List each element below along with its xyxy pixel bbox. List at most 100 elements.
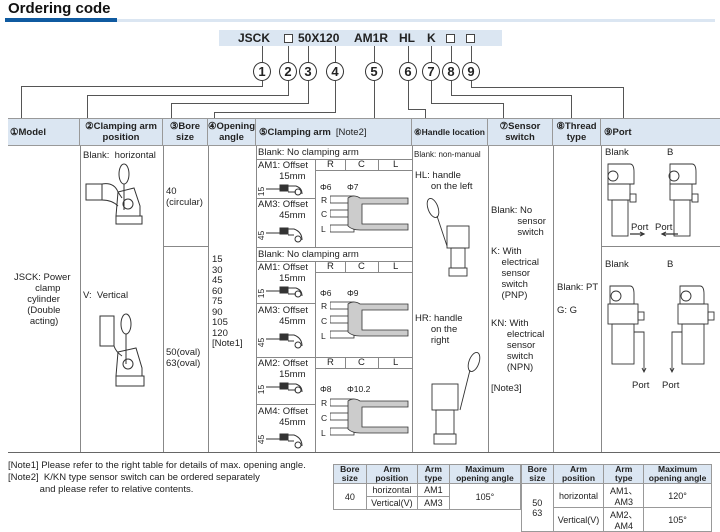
header-port: ⑨Port — [604, 126, 632, 138]
code-sensor: K — [427, 31, 436, 45]
arm-position-cell: Vertical(V) — [552, 507, 605, 532]
code-number-2: 2 — [279, 62, 297, 81]
thread-g: G: G — [557, 305, 578, 316]
rcl-header-l: L — [393, 159, 399, 170]
rcl-header-r: R — [327, 261, 334, 272]
arm-position-cell: Vertical(V) — [365, 496, 419, 510]
phi-label: Φ6 — [320, 288, 332, 298]
fork-arm-drawing — [330, 195, 409, 233]
rcl-header-c: C — [358, 261, 365, 272]
col-bore-size: Bore size — [333, 464, 367, 484]
rcl-header-l: L — [393, 357, 399, 368]
handle-hr: HR: handle on the right — [415, 313, 463, 346]
fork-arm-drawing — [330, 301, 409, 339]
angle-cell: 105° — [448, 483, 522, 510]
clamp-option-am3: AM3: Offset 45mm — [258, 199, 308, 221]
code-number-7: 7 — [422, 62, 440, 81]
fork-l: L — [321, 224, 326, 234]
title-underline — [117, 19, 715, 22]
handle-left-drawing — [426, 198, 470, 277]
bore-40: 40 (circular) — [166, 186, 203, 208]
arm-offset-drawing — [266, 184, 303, 196]
header-opening-angle: ④Opening angle — [208, 118, 256, 146]
sensor-kn: KN: With electrical sensor switch (NPN) — [491, 318, 545, 373]
arm-position-cell: horizontal — [552, 483, 605, 508]
thread-pt: Blank: PT — [557, 282, 599, 293]
arm-offset-drawing — [266, 333, 303, 349]
arm-type-cell: AM1、AM3 — [603, 483, 645, 508]
bore-cell: 40 — [333, 483, 367, 510]
bore-cell: 50 63 — [521, 483, 554, 532]
horizontal-clamp-drawing — [85, 163, 143, 225]
arm-offset-drawing — [266, 433, 303, 449]
rcl-header-c: C — [358, 159, 365, 170]
port-label: Port — [662, 380, 680, 391]
table-row: 40 horizontal AM1 105° — [333, 483, 522, 510]
code-model: JSCK — [238, 31, 271, 45]
col-max-angle: Maximum opening angle — [643, 464, 712, 484]
note-2-cont: and please refer to relative contents. — [8, 484, 194, 495]
clamp-option-am2: AM2: Offset 15mm — [258, 358, 308, 380]
rcl-header-c: C — [358, 357, 365, 368]
clamp-blank-2: Blank: No clamping arm — [258, 249, 359, 260]
port-label: Port — [632, 380, 650, 391]
clamp-blank-1: Blank: No clamping arm — [258, 147, 359, 158]
port-label: Port — [655, 222, 673, 233]
phi-label: Φ7 — [347, 182, 359, 192]
handle-hl: HL: handle on the left — [415, 170, 473, 192]
clamp-option-am4: AM4: Offset 45mm — [258, 406, 308, 428]
port-blank-label: Blank — [605, 259, 629, 270]
bore-50-63: 50(oval) 63(oval) — [166, 347, 201, 369]
col-arm-type: Arm type — [417, 464, 450, 484]
fork-c: C — [321, 209, 328, 219]
header-handle-location: ⑥Handle location — [412, 118, 488, 146]
code-number-5: 5 — [365, 62, 383, 81]
fork-r: R — [321, 195, 328, 205]
code-number-6: 6 — [399, 62, 417, 81]
header-sensor-switch: ⑦Sensor switch — [488, 118, 553, 146]
phi-label: Φ9 — [347, 288, 359, 298]
col-bore-size: Bore size — [521, 464, 554, 484]
fork-c: C — [321, 413, 328, 423]
model-jsck: JSCK: Power clamp cylinder (Double actin… — [14, 272, 71, 327]
opening-angles: 15 30 45 60 75 90 105 120 [Note1] — [212, 254, 243, 349]
arm-offset-drawing — [266, 227, 303, 243]
phi-label: Φ10.2 — [347, 384, 371, 394]
fork-arm-drawing — [330, 398, 409, 436]
port-top-drawing — [607, 163, 699, 237]
arm-offset-drawing — [266, 286, 303, 298]
arm-position-vertical: V: Vertical — [83, 290, 129, 301]
code-size: 50X120 — [298, 31, 340, 45]
phi-label: Φ8 — [320, 384, 332, 394]
arm-type-cell: AM1 — [417, 483, 450, 497]
angle-cell: 120° — [643, 483, 712, 508]
sensor-blank: Blank: No sensor switch — [491, 205, 546, 238]
fork-l: L — [321, 331, 326, 341]
rcl-header-l: L — [393, 261, 399, 272]
clamp-option-am1: AM1: Offset 15mm — [258, 160, 308, 182]
table-row: Vertical(V) AM3 — [334, 496, 521, 510]
angle-table-bore-40: Bore size Arm position Arm type Maximum ope… — [333, 464, 522, 510]
col-arm-position: Arm position — [365, 464, 419, 484]
arm-position-cell: horizontal — [365, 483, 419, 497]
port-b-label: B — [667, 259, 674, 270]
code-number-1: 1 — [253, 62, 271, 81]
clamp-option-am3: AM3: Offset 45mm — [258, 305, 308, 327]
fork-r: R — [321, 301, 328, 311]
vertical-clamp-drawing — [99, 313, 145, 387]
handle-right-drawing — [431, 351, 481, 445]
phi-label: Φ6 — [320, 182, 332, 192]
code-number-4: 4 — [326, 62, 344, 81]
handle-blank: Blank: non-manual — [414, 150, 481, 159]
header-clamping-arm: ⑤Clamping arm [Note2] — [256, 118, 412, 146]
port-bottom-drawing — [607, 285, 715, 374]
code-handle: HL — [399, 31, 415, 45]
code-box-thread — [446, 34, 455, 43]
note-1: [Note1] Please refer to the right table … — [8, 460, 306, 471]
header-bore-size: ③Bore size — [163, 118, 208, 146]
section-title: Ordering code — [8, 0, 111, 17]
fork-l: L — [321, 428, 326, 438]
sensor-k: K: With electrical sensor switch (PNP) — [491, 246, 540, 301]
arm-type-cell: AM3 — [417, 496, 450, 510]
arm-offset-drawing — [266, 382, 303, 394]
